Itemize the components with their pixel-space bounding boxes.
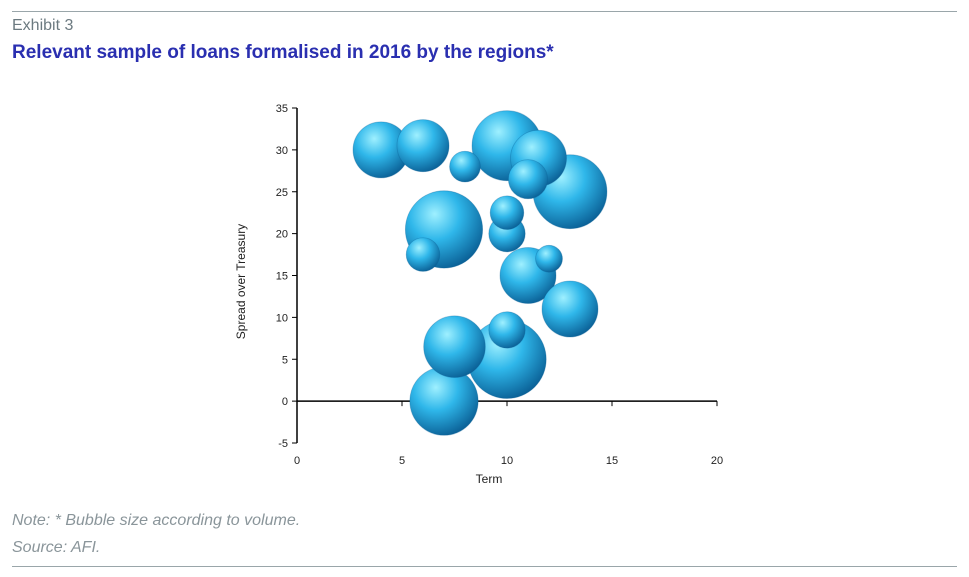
x-tick-label: 15 [606, 455, 618, 467]
x-tick-label: 0 [294, 455, 300, 467]
bubble-point [409, 366, 479, 436]
x-tick-label: 10 [501, 455, 513, 467]
y-tick-label: 5 [282, 354, 288, 366]
bubble-point [449, 150, 481, 183]
bubble-point [535, 244, 563, 273]
x-tick-label: 20 [711, 455, 723, 467]
y-axis-title: Spread over Treasury [234, 224, 248, 339]
top-rule [12, 11, 957, 12]
bubble-series [352, 110, 608, 436]
bubble-point [405, 237, 441, 272]
source-text: Source: AFI. [12, 539, 101, 556]
bottom-rule [12, 566, 957, 567]
chart-title: Relevant sample of loans formalised in 2… [12, 42, 554, 63]
y-tick-label: 30 [276, 145, 288, 157]
y-tick-label: 10 [276, 312, 288, 324]
x-tick-label: 5 [399, 455, 405, 467]
y-tick-label: 35 [276, 103, 288, 115]
y-tick-label: -5 [278, 438, 288, 450]
y-tick-label: 0 [282, 396, 288, 408]
bubble-point [488, 311, 526, 349]
bubble-point [489, 195, 525, 230]
y-tick-label: 25 [276, 187, 288, 199]
x-axis-title: Term [476, 472, 503, 486]
axes [292, 107, 718, 444]
bubble-point [423, 315, 486, 378]
y-tick-label: 20 [276, 229, 288, 241]
bubble-point [541, 280, 599, 338]
exhibit-label: Exhibit 3 [12, 17, 74, 34]
axis-labels: -5 0 5 10 15 20 25 30 35 0 5 10 15 20 Term Spread over … [234, 103, 723, 486]
y-tick-label: 15 [276, 271, 288, 283]
bubble-point [396, 119, 450, 173]
bubble-point [507, 159, 548, 200]
note-text: Note: * Bubble size according to volume. [12, 512, 301, 529]
